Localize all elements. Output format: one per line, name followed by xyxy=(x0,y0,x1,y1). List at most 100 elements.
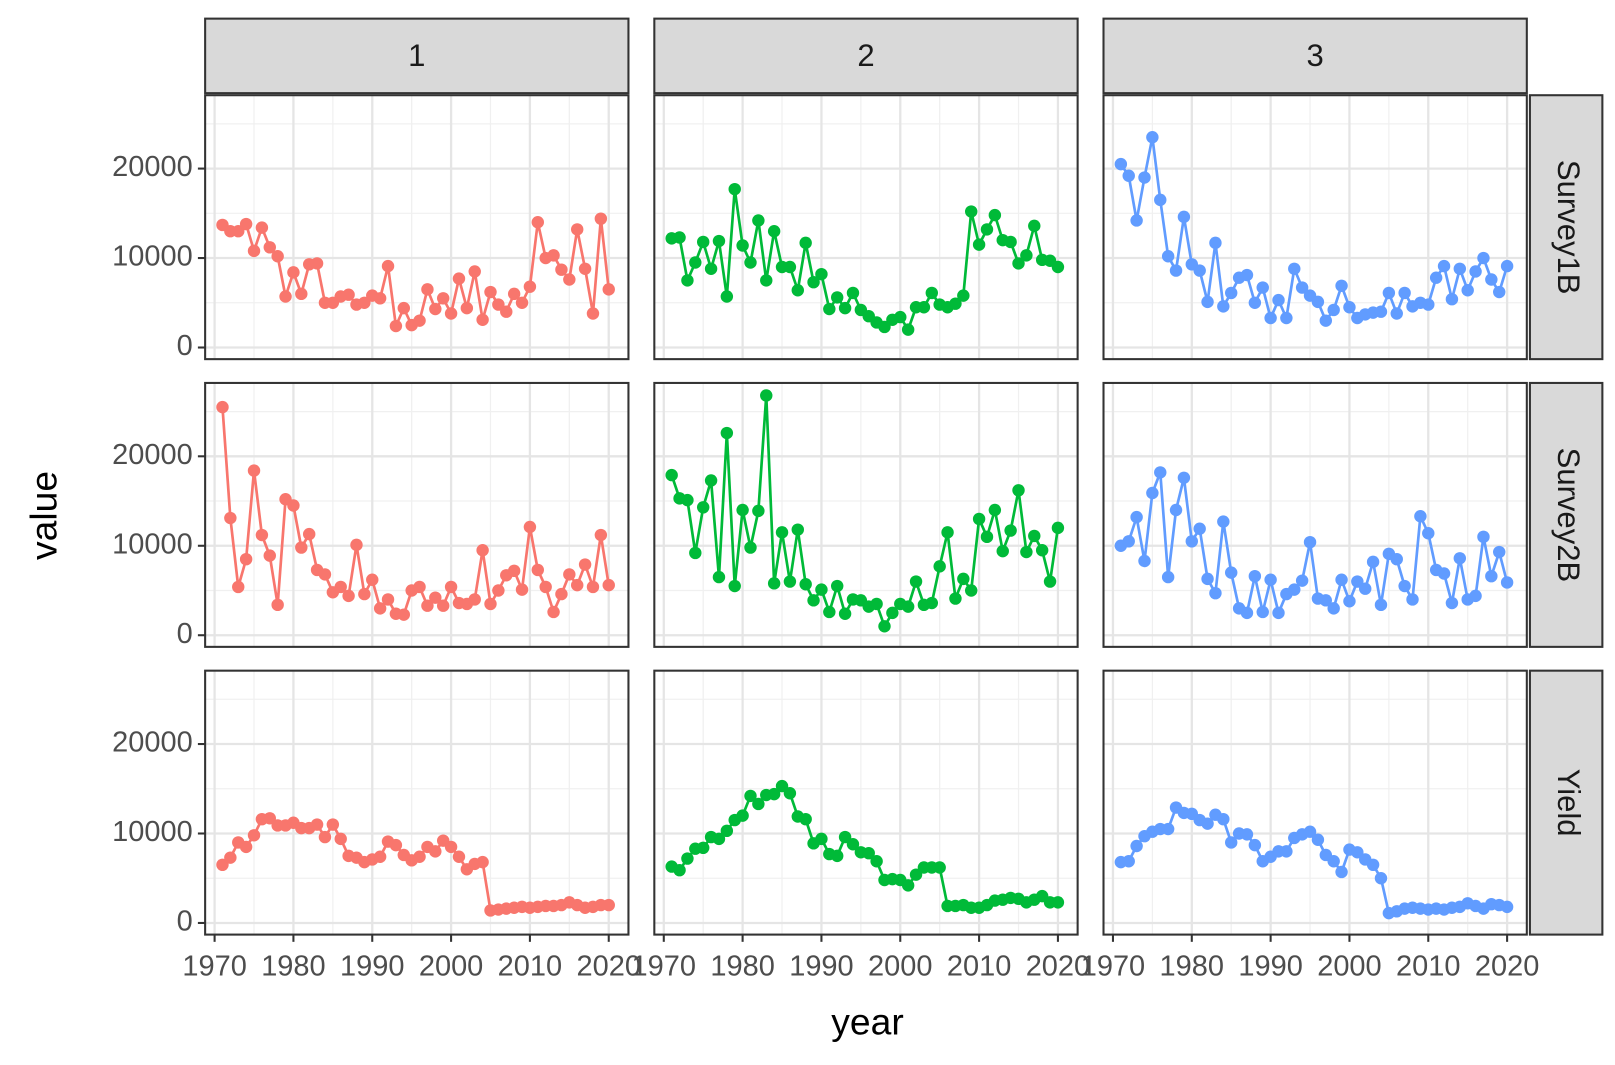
data-point xyxy=(846,286,860,300)
data-point xyxy=(1256,605,1269,619)
y-tick-label: 20000 xyxy=(112,439,193,471)
data-point xyxy=(957,572,970,586)
y-axis-title: value xyxy=(23,471,65,560)
data-point xyxy=(531,216,545,229)
data-point xyxy=(555,587,568,601)
data-point xyxy=(807,275,820,289)
data-point xyxy=(444,580,458,594)
panel-border xyxy=(653,381,1079,648)
data-point xyxy=(476,313,489,326)
data-point xyxy=(712,832,726,846)
data-point xyxy=(799,236,812,250)
data-point xyxy=(704,262,718,275)
data-point xyxy=(1469,265,1482,278)
data-point xyxy=(1012,257,1025,270)
facet-strip xyxy=(204,17,630,95)
data-point xyxy=(1311,833,1325,846)
data-point xyxy=(736,239,749,252)
data-point xyxy=(1201,572,1214,586)
data-point xyxy=(775,526,789,539)
data-point xyxy=(838,607,852,620)
y-tick-label: 10000 xyxy=(112,241,193,273)
data-point xyxy=(358,587,371,601)
data-point xyxy=(1122,855,1135,868)
data-point xyxy=(909,868,923,881)
data-point xyxy=(949,297,962,310)
data-point xyxy=(500,305,513,318)
x-tick-label: 1970 xyxy=(182,950,246,982)
data-point xyxy=(373,602,387,615)
data-point xyxy=(444,307,458,320)
data-point xyxy=(484,285,497,299)
data-point xyxy=(736,809,749,822)
data-point xyxy=(1264,573,1277,586)
data-point xyxy=(712,570,726,584)
data-point xyxy=(318,830,332,844)
data-point xyxy=(350,538,363,552)
data-point xyxy=(783,260,797,274)
data-point xyxy=(381,593,395,606)
data-point xyxy=(791,284,804,297)
data-point xyxy=(421,599,434,612)
data-point xyxy=(1453,552,1467,565)
data-point xyxy=(1288,583,1301,596)
data-point xyxy=(1374,598,1388,612)
data-point xyxy=(586,307,600,320)
data-point xyxy=(830,579,844,593)
data-point xyxy=(413,580,426,594)
data-point xyxy=(1020,545,1033,559)
data-point xyxy=(507,564,521,578)
data-point xyxy=(1500,900,1514,914)
data-point xyxy=(216,400,229,414)
x-tick-label: 2010 xyxy=(947,950,1011,982)
data-point xyxy=(1374,305,1388,318)
data-point xyxy=(295,287,308,301)
facet-strip xyxy=(1528,381,1604,648)
data-point xyxy=(594,528,608,542)
facet-label: Survey1B xyxy=(1551,160,1586,295)
data-point xyxy=(366,573,379,586)
x-tick-label: 1980 xyxy=(710,950,774,982)
data-point xyxy=(1461,284,1474,297)
data-point xyxy=(1335,279,1348,292)
x-tick-label: 1990 xyxy=(789,950,853,982)
data-point xyxy=(1130,839,1143,853)
facet-label: Yield xyxy=(1551,769,1586,837)
data-point xyxy=(539,580,552,594)
x-tick-label: 2000 xyxy=(1317,950,1381,982)
data-point xyxy=(429,302,442,316)
data-point xyxy=(925,286,939,300)
data-point xyxy=(823,302,836,316)
x-tick-label: 1980 xyxy=(1160,950,1224,982)
data-point xyxy=(1335,573,1348,586)
data-point xyxy=(326,818,340,831)
data-point xyxy=(1445,292,1459,306)
data-point xyxy=(815,832,828,846)
data-point xyxy=(342,288,355,301)
data-point xyxy=(555,263,568,276)
data-point xyxy=(965,584,978,597)
x-tick-label: 2020 xyxy=(1475,950,1539,982)
data-point xyxy=(681,274,694,287)
data-point xyxy=(586,580,600,594)
data-point xyxy=(429,591,442,604)
data-point xyxy=(263,549,276,562)
data-point xyxy=(318,568,332,581)
data-point xyxy=(1351,846,1364,859)
data-point xyxy=(1406,593,1419,606)
data-point xyxy=(1256,281,1269,294)
data-point xyxy=(1327,855,1340,868)
data-point xyxy=(681,493,694,507)
data-point xyxy=(1020,249,1033,262)
data-point xyxy=(870,597,883,611)
panel-border xyxy=(204,94,630,361)
data-point xyxy=(1122,535,1135,548)
data-point xyxy=(878,320,891,334)
data-point xyxy=(1366,858,1380,872)
data-point xyxy=(1193,522,1206,535)
data-point xyxy=(476,855,489,869)
data-point xyxy=(563,273,576,286)
data-point xyxy=(1004,524,1017,537)
data-point xyxy=(1335,865,1348,879)
data-point xyxy=(1295,574,1309,587)
